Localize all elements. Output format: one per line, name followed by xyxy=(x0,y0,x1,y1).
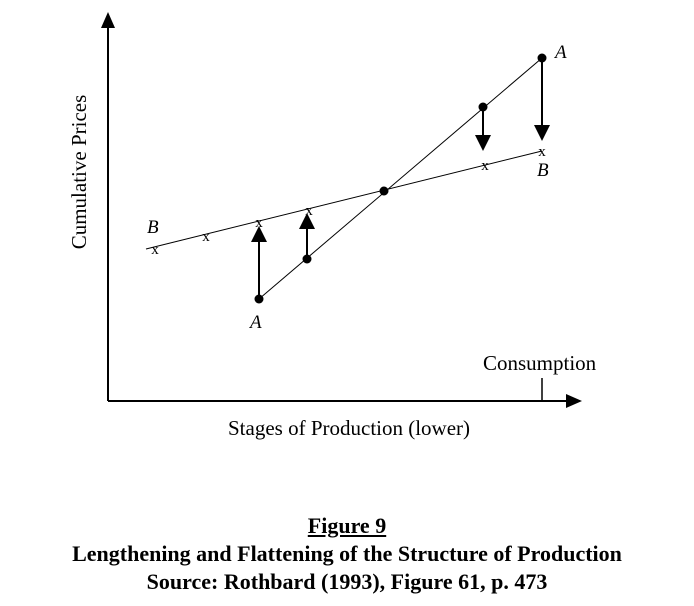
line-b-marker: x xyxy=(481,158,489,174)
line-a-point xyxy=(302,254,312,264)
arrow-right-icon xyxy=(566,394,582,408)
x-axis-label: Stages of Production (lower) xyxy=(228,416,470,440)
consumption-label: Consumption xyxy=(483,351,597,375)
figure-subtitle: Lengthening and Flattening of the Struct… xyxy=(72,541,622,566)
line-b-marker: x xyxy=(538,144,546,160)
line-b xyxy=(145,150,543,250)
line-b-marker: x xyxy=(255,215,263,231)
line-a-point xyxy=(379,186,389,196)
line-a-point xyxy=(537,53,547,63)
line-a xyxy=(258,57,543,300)
structure-of-production-diagram: Consumption Cumulative Prices Stages of … xyxy=(67,12,597,440)
y-axis-label: Cumulative Prices xyxy=(67,95,91,250)
line-b-label-left: B xyxy=(147,217,159,238)
line-a-label-bottom: A xyxy=(248,312,262,333)
line-b-label-right: B xyxy=(537,160,549,181)
line-a-label-top: A xyxy=(553,42,567,63)
line-a-point xyxy=(478,102,488,112)
line-b-marker: x xyxy=(305,203,313,219)
y-axis-arrowhead xyxy=(101,12,115,28)
figure-title: Figure 9 xyxy=(307,513,387,538)
line-a-point xyxy=(254,294,264,304)
figure-source: Source: Rothbard (1993), Figure 61, p. 4… xyxy=(146,569,548,594)
line-b-marker: x xyxy=(202,229,210,245)
line-b-marker: x xyxy=(151,242,159,258)
